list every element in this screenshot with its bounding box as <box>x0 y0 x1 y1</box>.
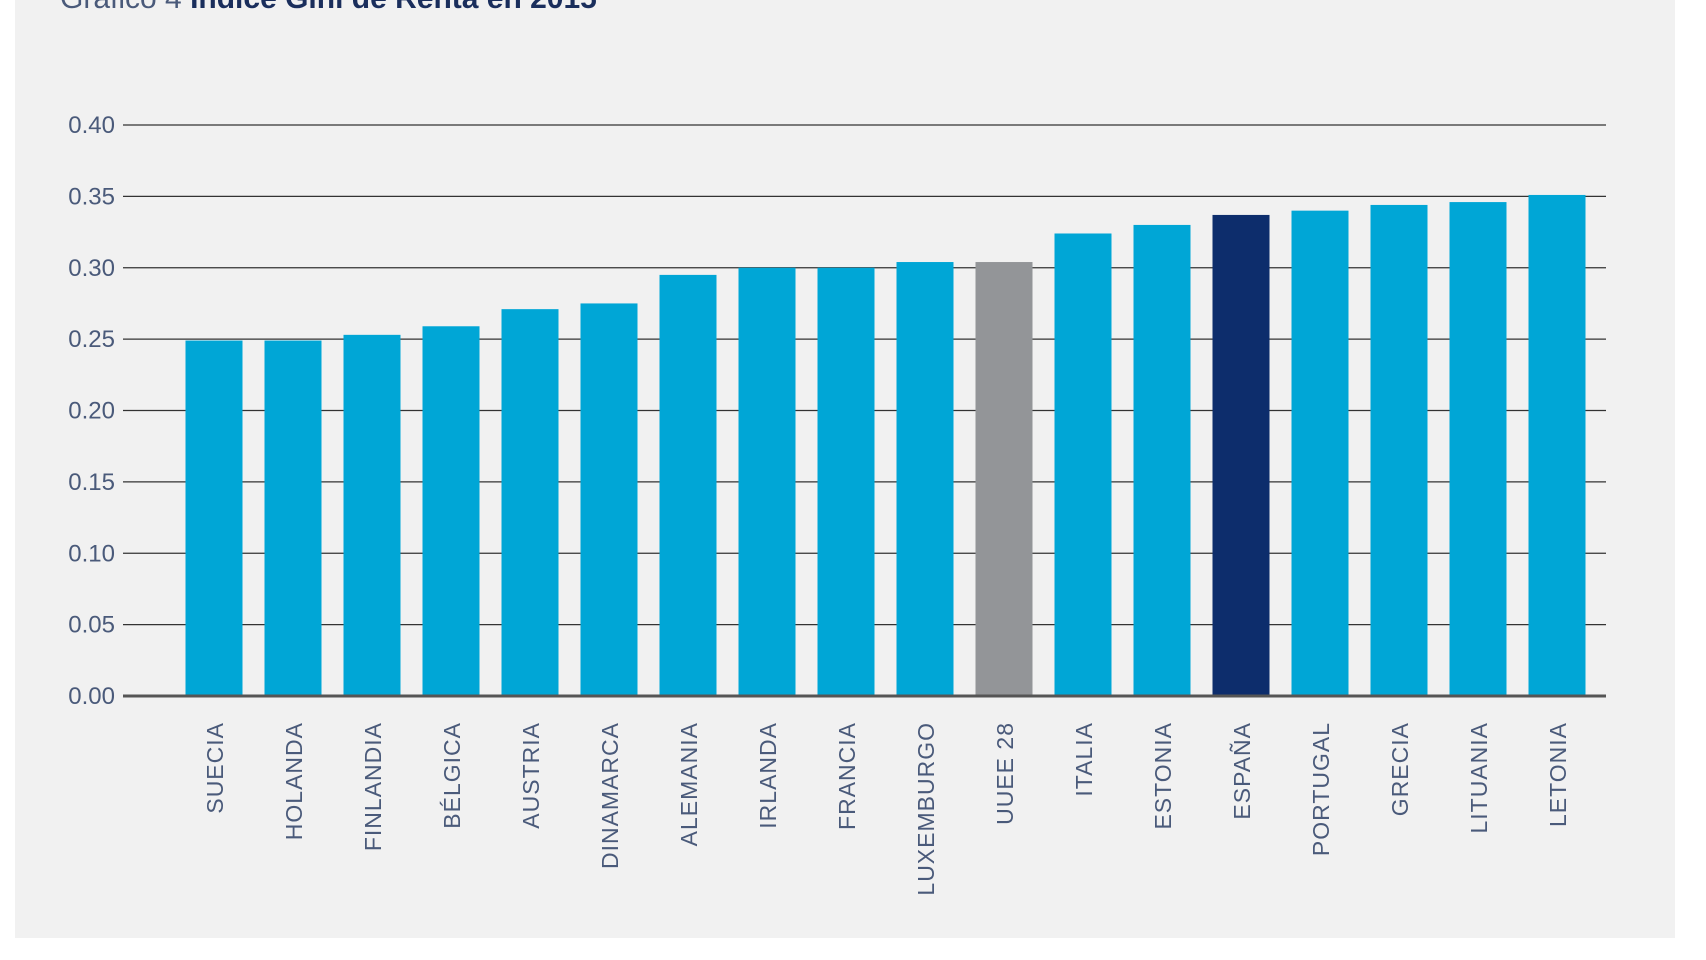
y-tick-label: 0.00 <box>68 683 115 710</box>
bar <box>738 267 796 696</box>
y-tick-label: 0.10 <box>68 540 115 567</box>
chart-title: Gráfico 4 Índice Gini de Renta en 2015 <box>60 0 597 16</box>
x-tick-label: LETONIA <box>1545 722 1571 827</box>
x-tick-label: ESPAÑA <box>1229 722 1255 820</box>
title-main: Índice Gini de Renta en 2015 <box>190 0 597 15</box>
title-prefix: Gráfico 4 <box>60 0 182 15</box>
bar <box>1291 210 1349 696</box>
bar <box>1449 202 1507 696</box>
x-tick-label: UUEE 28 <box>992 722 1018 825</box>
bar <box>501 309 559 696</box>
x-tick-label: FRANCIA <box>834 722 860 830</box>
bar <box>343 334 401 696</box>
bar <box>975 262 1033 696</box>
x-tick-label: DINAMARCA <box>597 722 623 869</box>
x-tick-label: SUECIA <box>202 722 228 814</box>
y-tick-label: 0.40 <box>68 112 115 139</box>
x-tick-label: BÉLGICA <box>439 722 465 829</box>
y-tick-label: 0.30 <box>68 255 115 282</box>
bar <box>1528 194 1586 696</box>
bar <box>1133 224 1191 697</box>
bar <box>1054 233 1112 697</box>
y-tick-label: 0.05 <box>68 612 115 639</box>
x-tick-label: LUXEMBURGO <box>913 722 939 896</box>
x-tick-label: HOLANDA <box>281 722 307 840</box>
x-tick-label: PORTUGAL <box>1308 722 1334 856</box>
x-tick-label: FINLANDIA <box>360 722 386 851</box>
y-tick-label: 0.15 <box>68 469 115 496</box>
y-tick-label: 0.20 <box>68 398 115 425</box>
x-tick-label: ESTONIA <box>1150 722 1176 830</box>
x-tick-label: AUSTRIA <box>518 722 544 829</box>
x-tick-label: GRECIA <box>1387 722 1413 816</box>
bar <box>1370 204 1428 696</box>
bar <box>817 267 875 696</box>
bar <box>896 262 954 696</box>
x-tick-label: IRLANDA <box>755 722 781 829</box>
x-tick-label: ALEMANIA <box>676 722 702 846</box>
x-tick-label: LITUANIA <box>1466 722 1492 834</box>
x-tick-label: ITALIA <box>1071 722 1097 797</box>
bar <box>264 340 322 696</box>
bar <box>659 274 717 696</box>
bar <box>422 326 480 696</box>
bar <box>580 303 638 696</box>
bar <box>185 340 243 696</box>
y-tick-label: 0.35 <box>68 183 115 210</box>
bar <box>1212 214 1270 696</box>
y-tick-label: 0.25 <box>68 326 115 353</box>
